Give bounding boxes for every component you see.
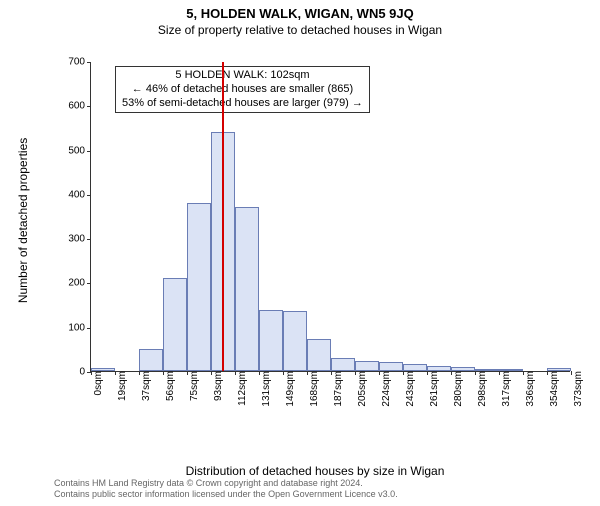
attribution-footer: Contains HM Land Registry data © Crown c… (54, 478, 398, 501)
x-tick-label: 56sqm (163, 371, 176, 401)
histogram-bar (355, 361, 379, 371)
x-tick-label: 149sqm (283, 371, 296, 407)
histogram-chart: Number of detached properties 5 HOLDEN W… (60, 62, 570, 412)
info-box: 5 HOLDEN WALK: 102sqm ← 46% of detached … (115, 66, 370, 113)
histogram-bar (235, 207, 259, 371)
histogram-bar (331, 358, 355, 371)
y-tick-label: 600 (68, 101, 91, 112)
y-axis-label: Number of detached properties (16, 138, 30, 303)
y-tick-label: 0 (79, 367, 91, 378)
x-tick-label: 261sqm (427, 371, 440, 407)
x-tick-label: 280sqm (451, 371, 464, 407)
footer-line-2: Contains public sector information licen… (54, 489, 398, 500)
x-tick-label: 19sqm (115, 371, 128, 401)
x-tick-label: 243sqm (403, 371, 416, 407)
plot-area: 5 HOLDEN WALK: 102sqm ← 46% of detached … (90, 62, 570, 372)
x-tick-label: 37sqm (139, 371, 152, 401)
y-tick-label: 300 (68, 234, 91, 245)
y-tick-label: 100 (68, 322, 91, 333)
x-tick-label: 354sqm (547, 371, 560, 407)
x-tick-label: 224sqm (379, 371, 392, 407)
x-tick-label: 298sqm (475, 371, 488, 407)
x-tick-label: 131sqm (259, 371, 272, 407)
histogram-bar (379, 362, 403, 371)
y-tick-label: 400 (68, 189, 91, 200)
histogram-bar (307, 339, 331, 371)
histogram-bar (283, 311, 307, 371)
info-line-2: ← 46% of detached houses are smaller (86… (122, 83, 363, 97)
x-tick-label: 373sqm (571, 371, 584, 407)
x-tick-label: 187sqm (331, 371, 344, 407)
histogram-bar (139, 349, 163, 371)
histogram-bar (403, 364, 427, 371)
page-subtitle: Size of property relative to detached ho… (0, 23, 600, 37)
y-tick-label: 200 (68, 278, 91, 289)
x-axis-label: Distribution of detached houses by size … (60, 464, 570, 478)
footer-line-1: Contains HM Land Registry data © Crown c… (54, 478, 398, 489)
page-title: 5, HOLDEN WALK, WIGAN, WN5 9JQ (0, 6, 600, 21)
x-tick-label: 93sqm (211, 371, 224, 401)
y-tick-label: 700 (68, 57, 91, 68)
reference-vline (222, 62, 224, 371)
x-tick-label: 0sqm (91, 371, 104, 395)
info-line-1: 5 HOLDEN WALK: 102sqm (122, 69, 363, 83)
histogram-bar (187, 203, 211, 371)
y-tick-label: 500 (68, 145, 91, 156)
histogram-bar (259, 310, 283, 371)
x-tick-label: 205sqm (355, 371, 368, 407)
x-tick-label: 168sqm (307, 371, 320, 407)
histogram-bar (163, 278, 187, 371)
x-tick-label: 336sqm (523, 371, 536, 407)
x-tick-label: 112sqm (235, 371, 248, 406)
x-tick-label: 317sqm (499, 371, 512, 407)
x-tick-label: 75sqm (187, 371, 200, 401)
info-line-3: 53% of semi-detached houses are larger (… (122, 97, 363, 111)
